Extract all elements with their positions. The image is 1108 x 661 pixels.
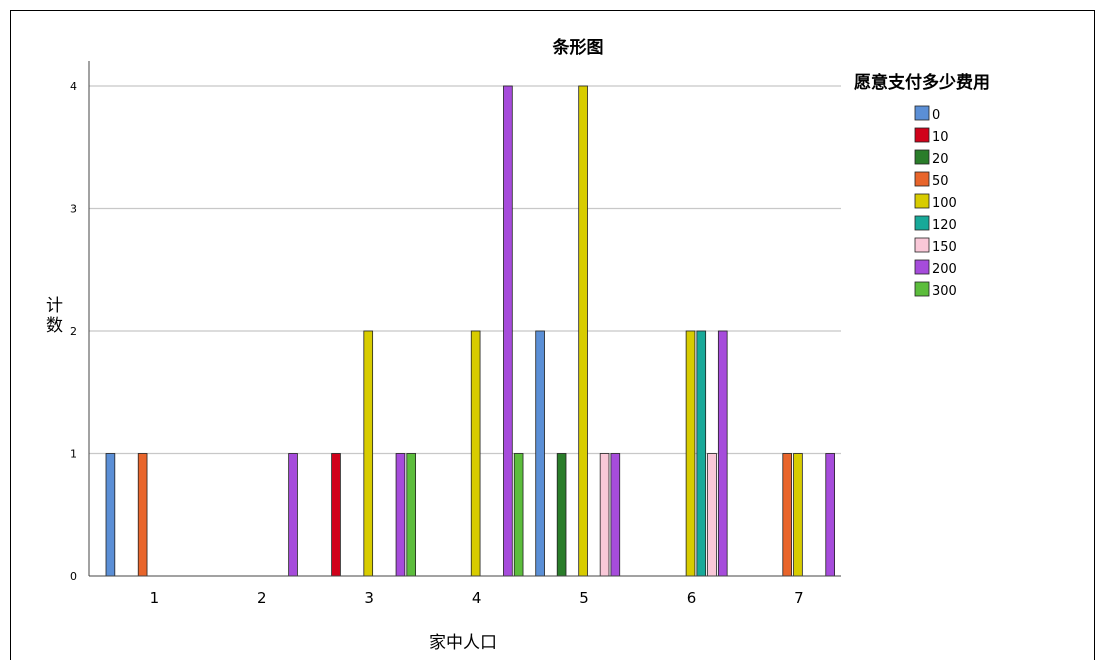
bar-7-100	[793, 453, 803, 577]
legend-swatch	[914, 149, 930, 165]
bar-5-200	[610, 453, 621, 577]
gridlines	[89, 85, 841, 455]
bar-6-120	[696, 330, 707, 577]
y-tick-label: 2	[70, 325, 77, 338]
axes	[88, 61, 841, 577]
bar-4-300	[513, 453, 524, 577]
bar-3-10	[331, 453, 341, 577]
legend-swatch	[914, 193, 930, 209]
bar-6-150	[707, 453, 717, 577]
x-tick-label: 1	[150, 589, 160, 607]
x-axis-label: 家中人口	[429, 633, 497, 653]
bar-chart: 条形图 0 1 2 3 4 1 2 3 4 5 6 7 计数 家中人口 愿意支付多少费用 0 10 20…	[46, 37, 990, 653]
legend-swatch	[914, 127, 930, 143]
legend-title: 愿意支付多少费用	[854, 72, 990, 93]
legend: 愿意支付多少费用 0 10 20 50 100 120 150 200 300	[854, 72, 990, 299]
y-tick-label: 3	[70, 203, 77, 216]
bar-6-200	[717, 330, 728, 577]
bar-1-50	[137, 453, 148, 577]
bar-4-100	[470, 330, 481, 577]
x-tick-label: 4	[472, 589, 482, 607]
bar-2-200	[288, 453, 298, 577]
bar-6-100	[685, 330, 696, 577]
legend-swatch	[914, 171, 930, 187]
legend-label: 100	[932, 196, 957, 211]
x-tick-label: 5	[579, 589, 589, 607]
legend-label: 120	[932, 218, 957, 233]
legend-swatch	[914, 259, 930, 275]
bar-3-100	[363, 330, 374, 577]
legend-label: 300	[932, 284, 957, 299]
legend-swatch	[914, 215, 930, 231]
chart-frame: 条形图 0 1 2 3 4 1 2 3 4 5 6 7 计数 家中人口 愿意支付多少费用 0 10 20…	[10, 10, 1095, 660]
bar-5-0	[535, 330, 545, 577]
bars	[105, 85, 835, 577]
bar-3-200	[395, 453, 406, 577]
bar-5-100	[578, 85, 588, 577]
x-tick-label: 7	[794, 589, 804, 607]
legend-label: 20	[932, 152, 949, 167]
chart-title: 条形图	[552, 37, 604, 58]
bar-5-20	[556, 453, 567, 577]
bar-7-50	[782, 453, 793, 577]
legend-label: 150	[932, 240, 957, 255]
x-tick-labels: 1 2 3 4 5 6 7	[150, 589, 804, 607]
bar-3-300	[406, 453, 417, 577]
legend-swatch	[914, 105, 930, 121]
bar-5-150	[599, 453, 610, 577]
bar-4-200	[503, 85, 513, 577]
legend-swatch	[914, 237, 930, 253]
legend-label: 0	[932, 108, 940, 123]
legend-label: 50	[932, 174, 949, 189]
y-tick-label: 0	[70, 570, 77, 583]
x-tick-label: 6	[687, 589, 697, 607]
legend-label: 200	[932, 262, 957, 277]
y-tick-label: 4	[70, 80, 77, 93]
y-axis-label: 计数	[46, 296, 63, 336]
legend-label: 10	[932, 130, 949, 145]
x-tick-label: 2	[257, 589, 267, 607]
legend-swatch	[914, 281, 930, 297]
y-tick-label: 1	[70, 448, 77, 461]
y-tick-labels: 0 1 2 3 4	[70, 80, 77, 583]
bar-7-200	[825, 453, 835, 577]
x-tick-label: 3	[364, 589, 374, 607]
bar-1-0	[105, 453, 116, 577]
